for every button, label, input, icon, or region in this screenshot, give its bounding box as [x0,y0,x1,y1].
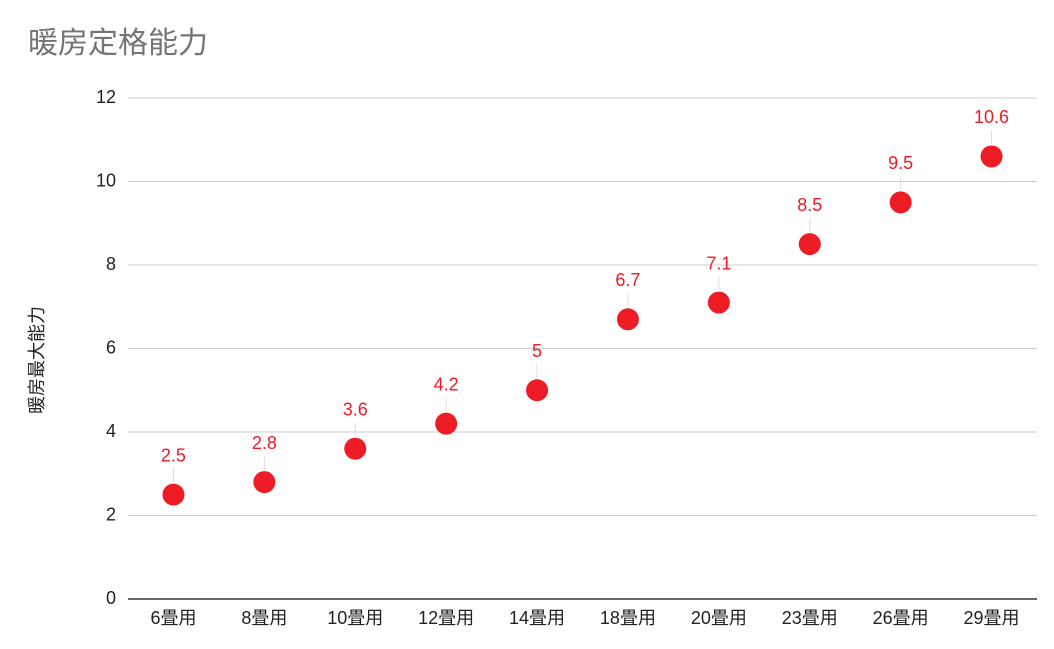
y-tick-label: 4 [106,421,116,441]
data-label: 7.1 [706,253,731,273]
data-label: 8.5 [797,195,822,215]
point [435,412,458,435]
y-tick-label: 12 [96,87,116,107]
y-tick-label: 6 [106,337,116,357]
point [253,471,276,494]
x-tick-label: 29畳用 [964,608,1020,628]
x-tick-label: 12畳用 [418,608,474,628]
data-label: 10.6 [974,107,1009,127]
point [616,308,639,331]
x-tick-label: 14畳用 [509,608,565,628]
data-label: 3.6 [343,399,368,419]
point [980,145,1003,168]
x-tick-label: 6畳用 [150,608,196,628]
x-tick-label: 23畳用 [782,608,838,628]
x-tick-label: 18畳用 [600,608,656,628]
x-tick-label: 8畳用 [241,608,287,628]
chart-title: 暖房定格能力 [28,27,208,60]
point [344,437,367,460]
point [798,233,821,256]
y-tick-label: 2 [106,504,116,524]
data-label: 5 [532,341,542,361]
x-tick-label: 20畳用 [691,608,747,628]
data-label: 2.5 [161,445,186,465]
point [526,379,549,402]
y-tick-label: 0 [106,588,116,608]
data-label: 6.7 [615,270,640,290]
point [707,291,730,314]
y-tick-label: 10 [96,170,116,190]
point [162,483,185,506]
x-tick-label: 26畳用 [873,608,929,628]
data-label: 4.2 [434,374,459,394]
data-label: 2.8 [252,433,277,453]
data-label: 9.5 [888,153,913,173]
point [889,191,912,214]
x-tick-label: 10畳用 [327,608,383,628]
y-tick-label: 8 [106,254,116,274]
y-axis-label: 暖房最大能力 [27,306,47,414]
